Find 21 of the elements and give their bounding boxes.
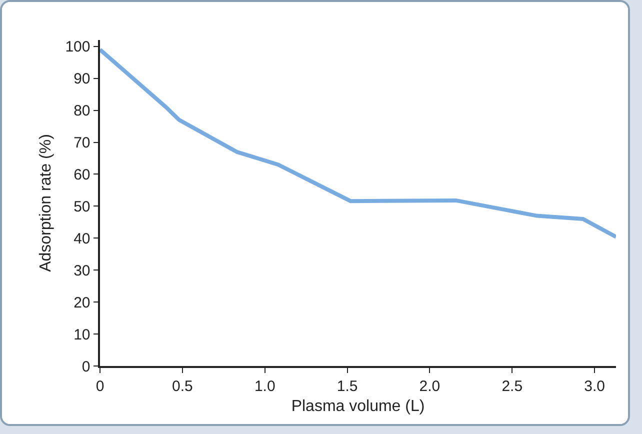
x-tick-label: 2.5 [502, 378, 523, 395]
y-tick-label: 60 [74, 166, 90, 184]
y-tick-label: 100 [65, 38, 90, 56]
y-tick-label: 10 [74, 326, 90, 344]
x-tick-label: 3.0 [584, 378, 605, 395]
y-tick-label: 0 [82, 358, 90, 376]
y-tick-label: 20 [74, 294, 90, 312]
y-tick-label: 80 [74, 102, 90, 120]
x-tick-label: 0.5 [172, 378, 193, 395]
x-axis-title: Plasma volume (L) [291, 398, 425, 415]
y-tick-label: 50 [74, 198, 90, 216]
y-tick-label: 70 [74, 134, 90, 152]
x-tick-label: 1.5 [336, 378, 358, 395]
y-tick-label: 90 [74, 70, 90, 88]
y-axis-title: Adsorption rate (%) [38, 134, 55, 272]
x-tick-label: 0 [96, 378, 104, 395]
x-tick-label: 2.0 [419, 378, 440, 395]
y-tick-label: 40 [74, 230, 90, 248]
x-tick-label: 1.0 [254, 378, 276, 395]
line-series [100, 48, 616, 239]
y-tick-label: 30 [74, 262, 90, 280]
